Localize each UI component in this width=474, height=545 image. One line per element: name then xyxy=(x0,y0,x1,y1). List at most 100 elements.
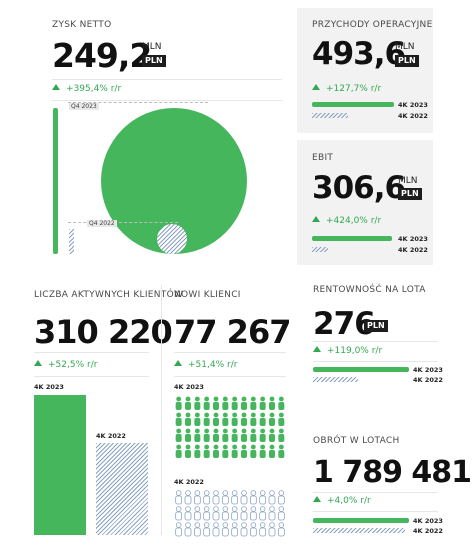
person-icon xyxy=(241,428,247,442)
person-icon xyxy=(269,396,275,410)
person-icon xyxy=(250,428,257,442)
ebit-value: 306,6 xyxy=(312,170,406,206)
person-icon xyxy=(231,428,238,442)
profitability-current-label: 4K 2023 xyxy=(413,366,443,374)
person-icon xyxy=(213,444,219,458)
q4-2022-label: Q4 2022 xyxy=(87,220,117,227)
ebit-prev-bar xyxy=(312,247,328,252)
person-icon xyxy=(175,444,182,458)
active-clients-current-label: 4K 2023 xyxy=(34,383,64,391)
up-arrow-icon xyxy=(312,84,320,90)
person-icon xyxy=(193,490,201,505)
new-clients-title: NOWI KLIENCI xyxy=(174,290,241,300)
profitability-title: RENTOWNOŚĆ NA LOTA xyxy=(313,285,426,295)
ebit-current-bar xyxy=(312,236,392,241)
active-clients-change: +52,5% r/r xyxy=(34,360,97,370)
person-icon xyxy=(221,490,229,505)
lot-turnover-value: 1 789 481 xyxy=(313,455,472,490)
person-icon xyxy=(221,506,229,521)
op-revenue-value: 493,6 xyxy=(312,36,406,72)
person-icon xyxy=(269,412,275,426)
active-clients-prev-bar xyxy=(96,443,148,535)
net-profit-title: ZYSK NETTO xyxy=(52,20,112,30)
new-clients-prev-people xyxy=(174,490,286,538)
person-icon xyxy=(259,522,267,537)
profitability-prev-bar xyxy=(313,377,358,382)
ebit-card xyxy=(297,140,433,265)
person-icon xyxy=(194,412,201,426)
person-icon xyxy=(268,490,276,505)
active-clients-value: 310 220 xyxy=(34,313,173,351)
person-icon xyxy=(269,444,275,458)
ebit-change: +424,0% r/r xyxy=(312,216,381,226)
person-icon xyxy=(203,490,211,505)
person-icon xyxy=(175,506,183,521)
person-icon xyxy=(240,522,248,537)
person-icon xyxy=(259,444,266,458)
person-icon xyxy=(259,396,266,410)
person-icon xyxy=(203,506,211,521)
person-icon xyxy=(249,490,257,505)
person-icon xyxy=(175,396,182,410)
person-icon xyxy=(175,490,183,505)
net-profit-current-bar xyxy=(53,108,58,254)
person-icon xyxy=(185,444,191,458)
active-clients-title: LICZBA AKTYWNYCH KLIENTÓW xyxy=(34,290,184,300)
person-icon xyxy=(278,444,285,458)
active-clients-prev-label: 4K 2022 xyxy=(96,432,126,440)
profitability-change: +119,0% r/r xyxy=(313,346,382,356)
q4-2023-guide xyxy=(68,102,208,103)
lot-turnover-current-bar xyxy=(313,518,409,523)
person-icon xyxy=(241,444,247,458)
new-clients-current-label: 4K 2023 xyxy=(174,383,204,391)
person-icon xyxy=(250,444,257,458)
new-clients-current-people xyxy=(174,396,286,466)
person-icon xyxy=(185,428,191,442)
person-icon xyxy=(184,490,192,505)
person-icon xyxy=(259,490,267,505)
ebit-prev-label: 4K 2022 xyxy=(398,246,428,254)
profitability-current-bar xyxy=(313,367,409,372)
ebit-unit: MLN xyxy=(398,176,418,186)
person-icon xyxy=(222,412,229,426)
person-icon xyxy=(175,522,183,537)
op-revenue-card xyxy=(297,8,433,133)
person-icon xyxy=(175,428,182,442)
person-icon xyxy=(231,396,238,410)
lot-turnover-prev-bar xyxy=(313,528,405,533)
op-revenue-current-bar xyxy=(312,102,394,107)
op-revenue-prev-label: 4K 2022 xyxy=(398,112,428,120)
person-icon xyxy=(249,522,257,537)
person-icon xyxy=(269,428,275,442)
up-arrow-icon xyxy=(174,360,182,366)
ebit-title: EBIT xyxy=(312,153,334,163)
person-icon xyxy=(277,522,285,537)
person-icon xyxy=(241,396,247,410)
lot-turnover-title: OBRÓT W LOTACH xyxy=(313,436,400,446)
person-icon xyxy=(212,490,220,505)
op-revenue-prev-bar xyxy=(312,113,348,118)
person-icon xyxy=(278,412,285,426)
lot-turnover-prev-label: 4K 2022 xyxy=(413,527,443,535)
person-icon xyxy=(277,490,285,505)
person-icon xyxy=(222,444,229,458)
person-icon xyxy=(193,506,201,521)
person-icon xyxy=(184,522,192,537)
person-icon xyxy=(259,506,267,521)
person-icon xyxy=(194,396,201,410)
lot-turnover-change: +4,0% r/r xyxy=(313,496,371,506)
person-icon xyxy=(222,428,229,442)
op-revenue-title: PRZYCHODY OPERACYJNE xyxy=(312,20,433,30)
person-icon xyxy=(231,490,239,505)
op-revenue-unit: MLN xyxy=(395,42,415,52)
net-profit-change: +395,4% r/r xyxy=(52,84,121,94)
person-icon xyxy=(175,412,182,426)
net-profit-unit: MLN xyxy=(142,42,162,52)
person-icon xyxy=(241,412,247,426)
op-revenue-currency: PLN xyxy=(395,55,419,67)
person-icon xyxy=(231,506,239,521)
person-icon xyxy=(259,428,266,442)
person-icon xyxy=(203,412,210,426)
new-clients-prev-label: 4K 2022 xyxy=(174,478,204,486)
person-icon xyxy=(249,506,257,521)
